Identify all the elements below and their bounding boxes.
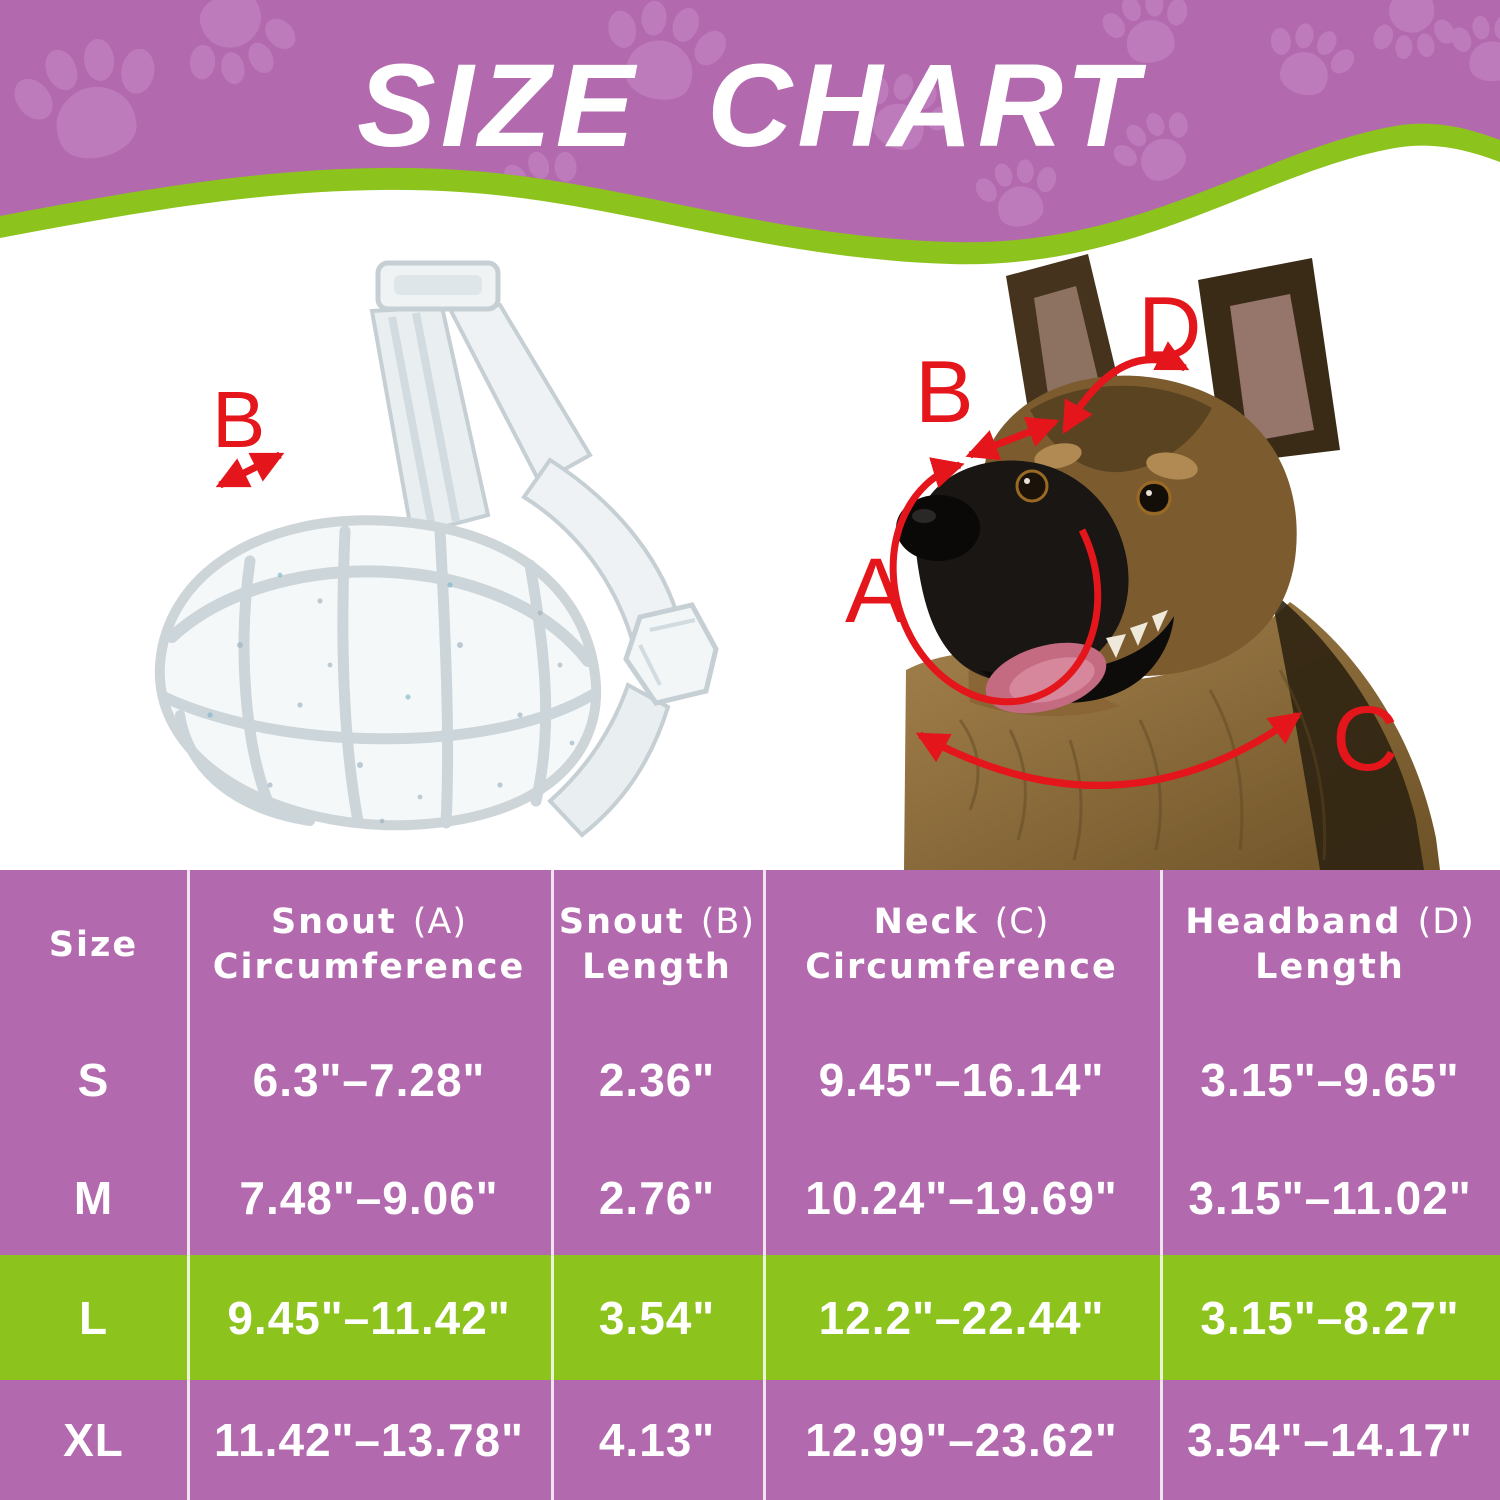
dog-measurement-diagram: B D A C [845, 254, 1440, 870]
column-divider [551, 870, 554, 1500]
header-code: (D) [1417, 902, 1475, 943]
column-divider [187, 870, 190, 1500]
column-divider [1160, 870, 1163, 1500]
muzzle-measure-label-b: B [212, 375, 265, 464]
header-text: Headband [1185, 902, 1402, 943]
neck-c-cell: 12.2"–22.44" [818, 1291, 1105, 1344]
glitter-speckles [207, 572, 575, 824]
headband-d-cell: 3.15"–11.02" [1188, 1171, 1472, 1224]
purple-header-background [0, 0, 1500, 243]
header-code: (A) [412, 902, 468, 943]
measure-arc-d [1061, 356, 1187, 435]
muzzle-measure-annotation: B [212, 375, 285, 489]
col-header-snout-b: Snout (B) Length [551, 870, 763, 1020]
table-row-xl: XL 11.42"–13.78" 4.13" 12.99"–23.62" 3.5… [0, 1380, 1500, 1500]
neck-c-cell: 10.24"–19.69" [805, 1171, 1118, 1224]
muzzle-product-image: B [154, 260, 719, 838]
measure-arc-c [915, 712, 1301, 789]
snout-a-cell: 9.45"–11.42" [227, 1291, 511, 1344]
header-subtext: Length [1255, 947, 1405, 987]
header-subtext: Circumference [805, 947, 1118, 987]
table-row-l-highlighted: L 9.45"–11.42" 3.54" 12.2"–22.44" 3.15"–… [0, 1255, 1500, 1380]
size-cell: S [77, 1054, 110, 1106]
muzzle-straps [369, 260, 719, 838]
headband-d-cell: 3.54"–14.17" [1187, 1414, 1473, 1466]
size-cell: L [78, 1291, 109, 1344]
measure-label-c: C [1332, 688, 1398, 790]
measure-label-b: B [915, 342, 974, 441]
dog-measure-annotations: B D A C [845, 278, 1398, 790]
headband-d-cell: 3.15"–9.65" [1200, 1054, 1460, 1106]
measure-arrow-b [965, 418, 1057, 461]
header-subtext: Length [582, 947, 732, 987]
neck-c-cell: 9.45"–16.14" [818, 1054, 1105, 1106]
snout-a-cell: 11.42"–13.78" [214, 1414, 524, 1466]
snout-b-cell: 2.36" [598, 1054, 716, 1106]
size-cell: M [73, 1171, 114, 1224]
header-subtext: Circumference [212, 947, 526, 987]
snout-a-cell: 6.3"–7.28" [252, 1054, 486, 1106]
header-text: Snout [270, 902, 397, 943]
headband-d-cell: 3.15"–8.27" [1200, 1291, 1460, 1344]
header-text: Size [48, 924, 139, 965]
col-header-headband-d: Headband (D) Length [1160, 870, 1500, 1020]
table-row-s: S 6.3"–7.28" 2.36" 9.45"–16.14" 3.15"–9.… [0, 1020, 1500, 1140]
dog-photo [896, 254, 1440, 870]
measure-arrow-b [215, 451, 282, 489]
snout-b-cell: 3.54" [598, 1291, 716, 1344]
snout-b-cell: 4.13" [598, 1414, 716, 1466]
neck-c-cell: 12.99"–23.62" [805, 1414, 1118, 1466]
measure-circle-a [889, 457, 1102, 706]
col-header-neck-c: Neck (C) Circumference [763, 870, 1160, 1020]
column-divider [763, 870, 766, 1500]
col-header-size: Size [0, 870, 187, 1020]
snout-a-cell: 7.48"–9.06" [239, 1171, 499, 1224]
col-header-snout-a: Snout (A) Circumference [187, 870, 551, 1020]
size-table: Size Snout (A) Circumference Snout (B) Len… [0, 870, 1500, 1500]
snout-b-cell: 2.76" [598, 1171, 716, 1224]
header-wave-banner [0, 0, 1500, 265]
muzzle-basket [154, 515, 602, 831]
header-code: (B) [700, 902, 756, 943]
page-title: SIZE CHART [357, 40, 1143, 172]
header-text: Neck [873, 902, 979, 943]
table-row-m: M 7.48"–9.06" 2.76" 10.24"–19.69" 3.15"–… [0, 1140, 1500, 1255]
header-text: Snout [558, 902, 685, 943]
header-code: (C) [994, 902, 1050, 943]
table-header-row: Size Snout (A) Circumference Snout (B) Len… [0, 870, 1500, 1020]
size-cell: XL [63, 1414, 124, 1466]
